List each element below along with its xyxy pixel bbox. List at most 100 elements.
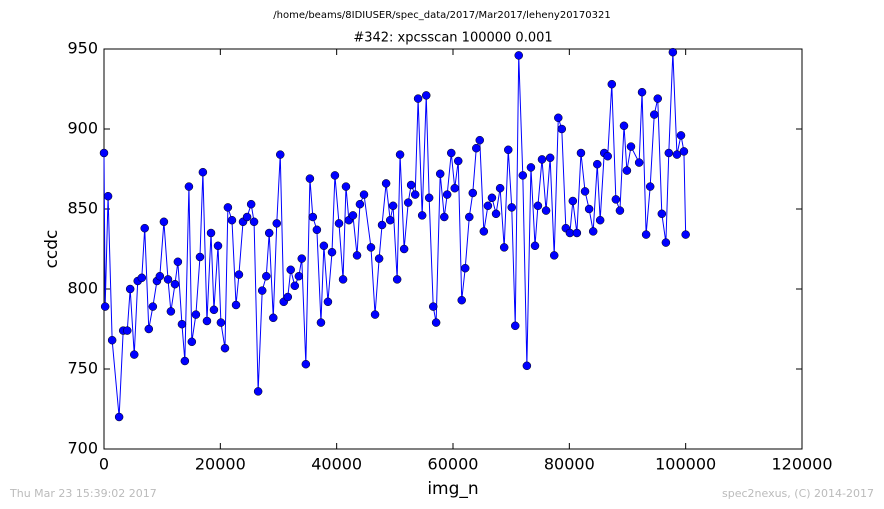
data-point (593, 159, 602, 169)
data-point (269, 313, 278, 323)
data-point (173, 257, 183, 267)
data-point (619, 121, 629, 131)
data-point (653, 94, 662, 103)
data-point (202, 316, 212, 326)
data-point (645, 182, 655, 191)
data-point (275, 150, 285, 159)
data-point (366, 243, 376, 252)
data-point (125, 284, 135, 294)
data-point (403, 198, 413, 207)
data-point (206, 228, 216, 238)
data-point (272, 219, 282, 228)
data-point (114, 412, 124, 422)
data-point (216, 318, 226, 327)
data-point (487, 193, 497, 203)
data-point (468, 188, 478, 198)
data-point (341, 182, 351, 191)
data-point (676, 131, 686, 140)
data-point (421, 91, 431, 100)
data-point (319, 241, 329, 251)
y-axis-label: ccdc (42, 230, 62, 269)
data-point (611, 195, 621, 204)
data-point (297, 254, 307, 263)
data-point (465, 212, 474, 222)
data-point (144, 324, 154, 334)
data-point (622, 166, 632, 175)
data-point (657, 209, 667, 219)
data-point (507, 203, 516, 212)
data-point (348, 211, 358, 220)
data-point (370, 310, 380, 319)
y-tick-label: 900 (67, 119, 98, 138)
data-point (330, 171, 340, 180)
data-point (518, 171, 528, 180)
data-point (316, 318, 326, 327)
data-point (615, 206, 625, 215)
data-point (286, 265, 295, 275)
x-tick-label: 120000 (771, 455, 832, 474)
x-tick-label: 40000 (311, 455, 362, 474)
data-point (413, 94, 423, 103)
data-point (460, 263, 470, 273)
data-point (100, 302, 110, 311)
data-point (187, 337, 197, 347)
data-point (584, 204, 594, 214)
data-point (294, 271, 304, 281)
data-point (504, 145, 513, 155)
x-tick-label: 60000 (428, 455, 479, 474)
data-point (475, 135, 485, 145)
data-point (537, 155, 547, 164)
data-point (661, 238, 671, 247)
data-point (220, 343, 230, 353)
data-point (334, 219, 344, 228)
x-tick-label: 20000 (195, 455, 246, 474)
data-point (257, 286, 267, 295)
data-point (198, 167, 208, 177)
y-tick-label: 850 (67, 199, 98, 218)
data-point (472, 143, 481, 153)
data-point (399, 244, 409, 254)
data-point (148, 302, 158, 311)
data-point (180, 356, 190, 366)
data-point (227, 215, 237, 225)
data-point (388, 201, 398, 211)
data-point (541, 206, 551, 215)
data-point (290, 281, 300, 291)
data-point (530, 241, 540, 251)
data-point (650, 110, 659, 119)
suptitle: /home/beams/8IDIUSER/spec_data/2017/Mar2… (273, 10, 610, 21)
data-point (262, 271, 271, 281)
data-point (242, 212, 252, 222)
data-point (305, 174, 315, 183)
data-point (526, 163, 536, 172)
y-tick-label: 750 (67, 359, 98, 378)
data-point (184, 182, 194, 191)
data-point (580, 187, 590, 196)
data-point (557, 124, 567, 134)
x-tick-label: 0 (99, 455, 109, 474)
data-point (308, 212, 318, 222)
data-point (99, 148, 109, 158)
data-point (483, 201, 493, 211)
data-point (374, 254, 384, 263)
x-axis-label: img_n (427, 479, 478, 499)
data-point (664, 148, 674, 158)
data-point (499, 243, 509, 252)
data-point (510, 321, 520, 331)
data-point (453, 156, 463, 166)
data-point (440, 212, 449, 222)
data-point (191, 310, 201, 319)
data-point (410, 190, 420, 199)
data-point (479, 227, 489, 236)
data-point (246, 199, 256, 209)
data-point (137, 273, 147, 283)
data-point (603, 151, 612, 161)
data-point (323, 297, 333, 307)
data-point (450, 183, 459, 193)
data-point (431, 318, 441, 327)
data-point (607, 79, 617, 89)
data-point (406, 180, 416, 190)
y-tick-label: 950 (67, 39, 98, 58)
